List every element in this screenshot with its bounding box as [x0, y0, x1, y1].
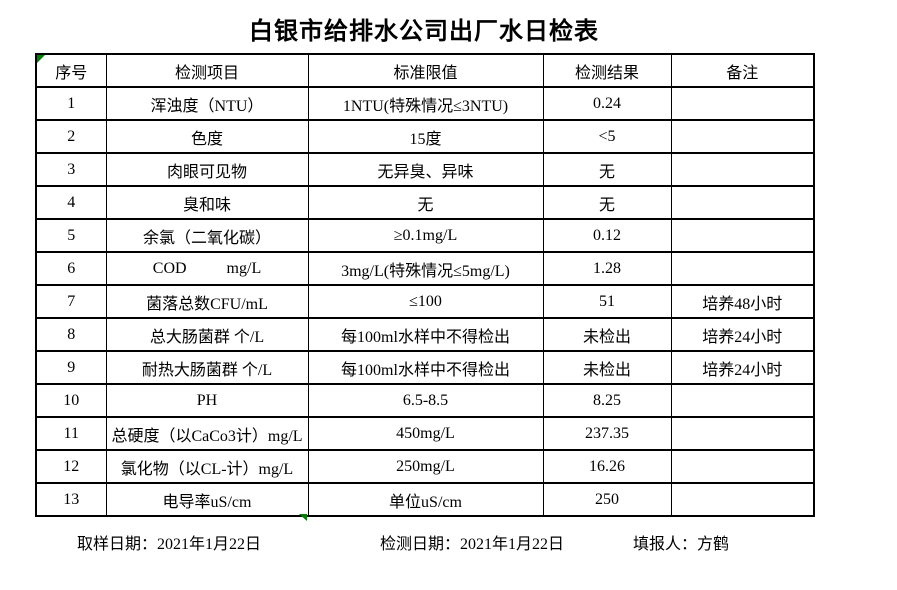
cell-result: 0.12	[542, 218, 672, 253]
cell-seq: 8	[35, 317, 107, 352]
cell-seq: 4	[35, 185, 107, 220]
cell-remark	[670, 251, 815, 286]
cell-seq: 7	[35, 284, 107, 319]
cell-result: 0.24	[542, 86, 672, 121]
table-row: 1 浑浊度（NTU） 1NTU(特殊情况≤3NTU) 0.24	[35, 86, 815, 121]
cell-seq: 12	[35, 449, 107, 484]
table-row: 11 总硬度（以CaCo3计）mg/L 450mg/L 237.35	[35, 416, 815, 451]
reporter-label: 填报人：方鹤	[633, 536, 730, 553]
table-row: 4 臭和味无无	[35, 185, 815, 220]
cell-remark	[670, 119, 815, 154]
footer: 取样日期：2021年1月22日 检测日期：2021年1月22日 填报人：方鹤	[0, 530, 897, 553]
cell-seq: 13	[35, 482, 107, 517]
cell-result: 未检出	[542, 350, 672, 385]
cell-item: COD mg/L	[105, 251, 309, 286]
cell-remark	[670, 86, 815, 121]
cell-item: 电导率uS/cm	[105, 482, 309, 517]
cell-item: 浑浊度（NTU）	[105, 86, 309, 121]
cell-seq: 2	[35, 119, 107, 154]
cell-item: 色度	[105, 119, 309, 154]
table-row: 2 色度 15度 <5	[35, 119, 815, 154]
cell-remark	[670, 152, 815, 187]
cell-result: 16.26	[542, 449, 672, 484]
cell-seq: 10	[35, 383, 107, 418]
table-row: 13 电导率uS/cm 单位uS/cm 250	[35, 482, 815, 517]
cell-standard: 1NTU(特殊情况≤3NTU)	[307, 86, 544, 121]
cell-item: 臭和味	[105, 185, 309, 220]
cell-item: 肉眼可见物	[105, 152, 309, 187]
excel-bottom-marker-icon	[299, 514, 307, 521]
inspection-table: 序号 检测项目 标准限值 检测结果 备注 1 浑浊度（NTU） 1NTU(特殊情况≤3NTU…	[35, 53, 815, 517]
table-row: 8 总大肠菌群 个/L 每100ml水样中不得检出 未检出 培养24小时	[35, 317, 815, 352]
cell-item: PH	[105, 383, 309, 418]
cell-remark	[670, 185, 815, 220]
cell-standard: ≥0.1mg/L	[307, 218, 544, 253]
column-header-seq: 序号	[35, 53, 107, 88]
cell-seq: 9	[35, 350, 107, 385]
cell-item: 耐热大肠菌群 个/L	[105, 350, 309, 385]
cell-item: 总硬度（以CaCo3计）mg/L	[105, 416, 309, 451]
cell-result: 1.28	[542, 251, 672, 286]
column-header-remark: 备注	[670, 53, 815, 88]
cell-standard: 每100ml水样中不得检出	[307, 317, 544, 352]
cell-result: 无	[542, 152, 672, 187]
table-row: 5 余氯（二氧化碳） ≥0.1mg/L 0.12	[35, 218, 815, 253]
sampling-date-label: 取样日期：2021年1月22日	[77, 536, 262, 553]
cell-result: 未检出	[542, 317, 672, 352]
cell-standard: 无异臭、异味	[307, 152, 544, 187]
cell-item: 菌落总数CFU/mL	[105, 284, 309, 319]
cell-seq: 6	[35, 251, 107, 286]
cell-seq: 11	[35, 416, 107, 451]
test-date-label: 检测日期：2021年1月22日	[380, 536, 565, 553]
table-row: 12 氯化物（以CL-计）mg/L 250mg/L 16.26	[35, 449, 815, 484]
cell-standard: 3mg/L(特殊情况≤5mg/L)	[307, 251, 544, 286]
column-header-standard: 标准限值	[307, 53, 544, 88]
cell-standard: 每100ml水样中不得检出	[307, 350, 544, 385]
cell-seq: 1	[35, 86, 107, 121]
cell-result: 237.35	[542, 416, 672, 451]
cell-item: 余氯（二氧化碳）	[105, 218, 309, 253]
cell-standard: 无	[307, 185, 544, 220]
cell-item: 氯化物（以CL-计）mg/L	[105, 449, 309, 484]
table-row: 7 菌落总数CFU/mL ≤100 51 培养48小时	[35, 284, 815, 319]
cell-seq: 3	[35, 152, 107, 187]
cell-item: 总大肠菌群 个/L	[105, 317, 309, 352]
cell-result: 无	[542, 185, 672, 220]
cell-result: 250	[542, 482, 672, 517]
column-header-result: 检测结果	[542, 53, 672, 88]
table-row: 3 肉眼可见物 无异臭、异味无	[35, 152, 815, 187]
table-row: 6 COD mg/L 3mg/L(特殊情况≤5mg/L) 1.28	[35, 251, 815, 286]
cell-result: 8.25	[542, 383, 672, 418]
cell-standard: 15度	[307, 119, 544, 154]
table-header-row: 序号 检测项目 标准限值 检测结果 备注	[35, 53, 815, 88]
cell-remark: 培养48小时	[670, 284, 815, 319]
cell-seq: 5	[35, 218, 107, 253]
table-row: 10 PH 6.5-8.5 8.25	[35, 383, 815, 418]
cell-remark	[670, 218, 815, 253]
excel-corner-marker-icon	[37, 55, 45, 63]
cell-standard: 6.5-8.5	[307, 383, 544, 418]
column-header-item: 检测项目	[105, 53, 309, 88]
table-row: 9 耐热大肠菌群 个/L 每100ml水样中不得检出 未检出 培养24小时	[35, 350, 815, 385]
cell-remark	[670, 383, 815, 418]
page-title: 白银市给排水公司出厂水日检表	[249, 19, 599, 45]
cell-standard: 250mg/L	[307, 449, 544, 484]
cell-remark: 培养24小时	[670, 317, 815, 352]
cell-remark	[670, 482, 815, 517]
cell-standard: 450mg/L	[307, 416, 544, 451]
cell-remark: 培养24小时	[670, 350, 815, 385]
cell-result: <5	[542, 119, 672, 154]
cell-standard: ≤100	[307, 284, 544, 319]
cell-remark	[670, 449, 815, 484]
cell-remark	[670, 416, 815, 451]
cell-standard: 单位uS/cm	[307, 482, 544, 517]
cell-result: 51	[542, 284, 672, 319]
